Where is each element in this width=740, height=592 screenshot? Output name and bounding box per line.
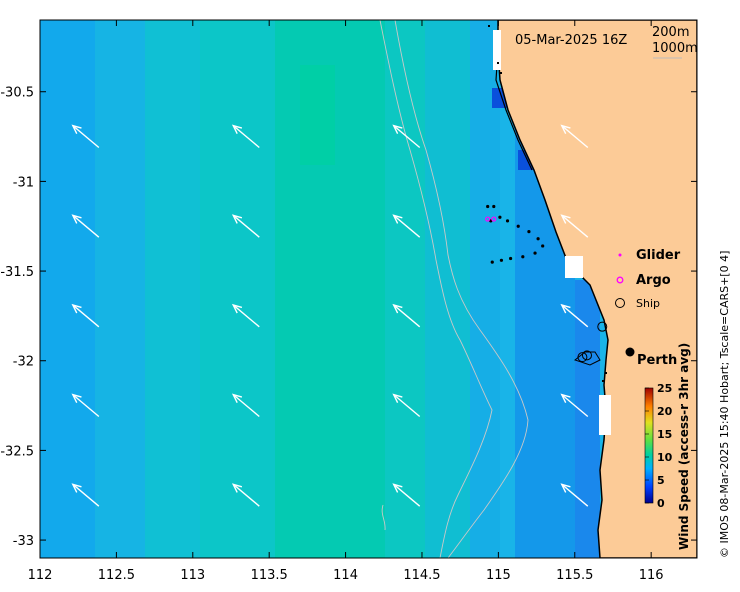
- wind-arrow: [560, 393, 589, 418]
- wind-arrow: [231, 483, 260, 507]
- bathymetry-contours: [379, 20, 529, 558]
- glider-track[interactable]: [486, 204, 545, 264]
- x-axis-ticks: 112 112.5 113 113.5 114 114.5 115 115.5 116: [28, 20, 664, 583]
- x-tick-label: 115.5: [556, 568, 593, 583]
- wind-arrow: [71, 303, 100, 328]
- wind-arrow: [231, 124, 260, 149]
- map-title: 05-Mar-2025 16Z: [515, 33, 627, 48]
- coastline-detail: [488, 25, 607, 382]
- glider-point: [533, 251, 537, 255]
- y-tick-label: -30.5: [0, 86, 34, 101]
- wind-arrow: [392, 483, 421, 507]
- wind-arrows: [71, 124, 589, 507]
- argo-legend-label: Argo: [636, 273, 671, 288]
- glider-point: [505, 219, 510, 223]
- glider-point: [499, 258, 504, 262]
- glider-point: [536, 237, 540, 241]
- ship-marker[interactable]: [581, 350, 592, 361]
- wind-arrow: [231, 393, 260, 418]
- legend: Glider Argo Ship: [615, 248, 681, 310]
- wind-arrow: [392, 214, 421, 238]
- colorbar-tick-label: 0: [657, 497, 665, 510]
- y-tick-label: -32.5: [0, 444, 34, 459]
- glider-point: [490, 260, 494, 264]
- glider-point: [492, 204, 496, 209]
- credit-text: © IMOS 08-Mar-2025 15:40 Hobart; Tscale=…: [718, 251, 731, 558]
- colorbar-ticks: 0 5 10 15 20 25: [645, 382, 673, 510]
- x-tick-label: 112: [28, 568, 53, 583]
- argo-float[interactable]: [491, 216, 497, 222]
- wind-arrow: [560, 483, 589, 507]
- wind-arrow: [71, 214, 100, 238]
- x-tick-label: 115: [486, 568, 511, 583]
- perth-marker[interactable]: [625, 347, 635, 357]
- x-tick-label: 112.5: [98, 568, 135, 583]
- ship-legend-symbol: [615, 298, 625, 308]
- ship-markers[interactable]: [577, 321, 608, 363]
- glider-point: [527, 230, 531, 234]
- y-tick-label: -33: [13, 534, 34, 549]
- depth-label-200m: 200m: [652, 25, 689, 40]
- perth-label: Perth: [637, 353, 677, 368]
- glider-point: [508, 256, 513, 261]
- colorbar: 0 5 10 15 20 25 Wind Speed (access-r 3hr avg): [644, 343, 691, 550]
- wind-arrow: [560, 124, 589, 149]
- colorbar-gradient: [644, 387, 654, 504]
- wind-arrow: [71, 393, 100, 418]
- colorbar-tick-label: 20: [657, 405, 673, 418]
- glider-point: [541, 244, 545, 248]
- argo-floats[interactable]: [485, 216, 497, 222]
- y-tick-label: -32: [13, 355, 34, 370]
- map-frame: [39, 19, 698, 559]
- argo-float[interactable]: [485, 216, 491, 222]
- x-tick-label: 114.5: [403, 568, 440, 583]
- depth-label-1000m: 1000m: [652, 41, 698, 56]
- glider-legend-label: Glider: [636, 248, 681, 263]
- y-tick-label: -31: [13, 175, 34, 190]
- glider-point: [486, 204, 490, 209]
- ship-legend-label: Ship: [636, 297, 660, 310]
- y-axis-ticks: -30.5 -31 -31.5 -32 -32.5 -33: [0, 86, 697, 549]
- x-tick-label: 114: [333, 568, 358, 583]
- wind-arrow: [392, 393, 421, 418]
- wind-arrow: [231, 303, 260, 328]
- glider-point: [521, 255, 525, 259]
- colorbar-tick-label: 25: [657, 382, 672, 395]
- x-tick-label: 113.5: [251, 568, 288, 583]
- wind-arrow: [392, 124, 421, 149]
- glider-point: [498, 215, 502, 219]
- argo-legend-symbol: [616, 276, 624, 284]
- wind-arrow: [560, 303, 589, 328]
- wind-arrow: [71, 124, 100, 149]
- map-plot-area[interactable]: [40, 20, 697, 558]
- wind-arrow: [560, 214, 589, 238]
- colorbar-tick-label: 5: [657, 474, 665, 487]
- colorbar-tick-label: 10: [657, 451, 673, 464]
- y-tick-label: -31.5: [0, 265, 34, 280]
- glider-legend-symbol: [618, 253, 622, 257]
- wind-arrow: [392, 303, 421, 328]
- colorbar-label: Wind Speed (access-r 3hr avg): [677, 343, 691, 550]
- ship-marker[interactable]: [597, 321, 608, 332]
- wind-arrow: [71, 483, 100, 507]
- colorbar-tick-label: 15: [657, 428, 672, 441]
- wind-arrow: [231, 214, 260, 238]
- x-tick-label: 113: [180, 568, 205, 583]
- x-tick-label: 116: [639, 568, 664, 583]
- ship-marker[interactable]: [577, 352, 588, 363]
- glider-point: [516, 224, 520, 228]
